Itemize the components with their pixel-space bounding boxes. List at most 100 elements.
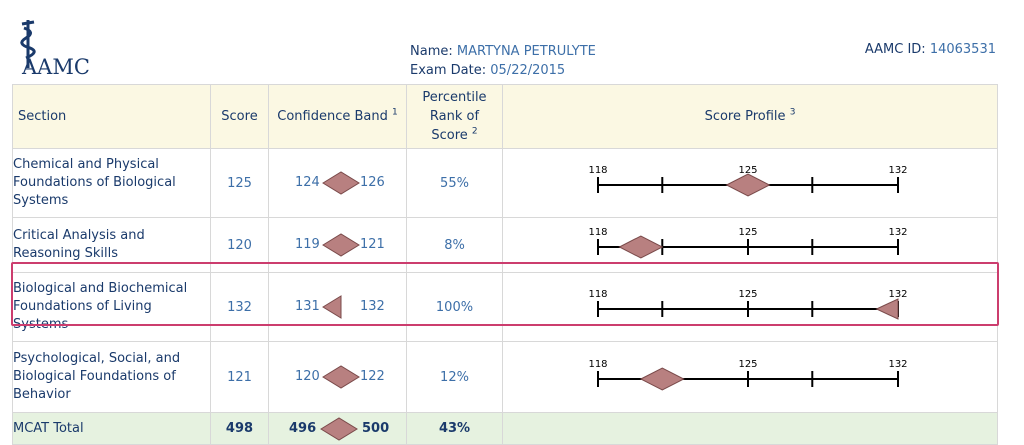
profile-tick-label: 118 bbox=[588, 359, 607, 370]
score-profile-chart: 118 125 132 bbox=[588, 289, 908, 320]
col-confidence-band: Confidence Band 1 bbox=[268, 84, 407, 149]
total-profile-empty bbox=[502, 412, 998, 445]
score-profile: 118 125 132 bbox=[502, 341, 998, 413]
section-line: Psychological, Social, and bbox=[13, 351, 181, 366]
section-name: Critical Analysis and Reasoning Skills bbox=[12, 217, 211, 273]
col-percentile-label: Score bbox=[431, 128, 468, 143]
profile-tick-label: 125 bbox=[738, 227, 757, 238]
band-high: 132 bbox=[360, 299, 385, 314]
percentile-rank: 55% bbox=[406, 148, 503, 218]
score-profile: 118 125 132 bbox=[502, 148, 998, 218]
profile-footnote: 3 bbox=[789, 107, 796, 118]
confidence-band: 120 122 bbox=[268, 341, 407, 413]
col-score-profile: Score Profile 3 bbox=[502, 84, 998, 149]
confidence-band: 131 132 bbox=[268, 272, 407, 342]
aamc-id-label: AAMC ID: bbox=[864, 42, 926, 57]
profile-tick-label: 132 bbox=[888, 227, 907, 238]
table-row: Critical Analysis and Reasoning Skills 1… bbox=[12, 217, 998, 273]
col-score: Score bbox=[210, 84, 269, 149]
score-profile: 118 125 132 bbox=[502, 217, 998, 273]
aamc-id: AAMC ID: 14063531 bbox=[865, 42, 996, 57]
report-header: AAMC Name: MARTYNA PETRULYTE Exam Date: … bbox=[0, 0, 1024, 84]
section-score: 125 bbox=[210, 148, 269, 218]
band-high: 122 bbox=[360, 369, 385, 384]
total-score: 498 bbox=[210, 412, 269, 445]
table-row: Psychological, Social, and Biological Fo… bbox=[12, 341, 998, 413]
band-low: 120 bbox=[295, 369, 320, 384]
total-band-low: 496 bbox=[289, 420, 317, 436]
confidence-band: 119 121 bbox=[268, 217, 407, 273]
col-percentile-line2: Rank of bbox=[429, 109, 480, 124]
band-diamond-icon bbox=[320, 416, 358, 441]
section-line: Chemical and Physical bbox=[13, 157, 159, 172]
section-score: 120 bbox=[210, 217, 269, 273]
section-line: Behavior bbox=[13, 387, 71, 402]
band-low: 124 bbox=[295, 175, 320, 190]
score-profile-chart: 118 125 132 bbox=[588, 227, 908, 259]
section-line: Critical Analysis and bbox=[13, 228, 145, 243]
section-name: Psychological, Social, and Biological Fo… bbox=[12, 341, 211, 413]
col-section: Section bbox=[12, 84, 211, 149]
col-band-label: Confidence Band bbox=[277, 109, 388, 124]
band-diamond-icon bbox=[322, 365, 360, 389]
score-table: Section Score Confidence Band 1 Percenti… bbox=[12, 84, 998, 445]
exam-date-value: 05/22/2015 bbox=[490, 63, 566, 78]
exam-date-label: Exam Date: bbox=[410, 63, 487, 78]
aamc-id-value: 14063531 bbox=[929, 42, 996, 57]
name-label: Name: bbox=[410, 44, 453, 59]
band-footnote: 1 bbox=[392, 107, 398, 118]
table-header-row: Section Score Confidence Band 1 Percenti… bbox=[12, 84, 998, 149]
col-percentile-line3: Score 2 bbox=[407, 126, 502, 145]
profile-score-marker bbox=[618, 235, 664, 259]
total-row: MCAT Total 498 496 500 43% bbox=[12, 412, 998, 445]
profile-score-marker bbox=[875, 298, 899, 320]
score-profile-chart: 118 125 132 bbox=[588, 359, 908, 391]
section-score: 132 bbox=[210, 272, 269, 342]
profile-tick-label: 132 bbox=[888, 165, 907, 176]
table-row: Biological and Biochemical Foundations o… bbox=[12, 272, 998, 342]
percentile-rank: 8% bbox=[406, 217, 503, 273]
total-percentile: 43% bbox=[406, 412, 503, 445]
logo-text: AAMC bbox=[22, 55, 90, 79]
table-row: Chemical and Physical Foundations of Bio… bbox=[12, 148, 998, 218]
profile-tick-label: 132 bbox=[888, 359, 907, 370]
section-line: Biological Foundations of bbox=[13, 369, 176, 384]
section-line: Systems bbox=[13, 317, 69, 332]
band-half-diamond-icon bbox=[322, 295, 342, 319]
section-line: Foundations of Living bbox=[13, 299, 152, 314]
percentile-rank: 100% bbox=[406, 272, 503, 342]
candidate-info: Name: MARTYNA PETRULYTE Exam Date: 05/22… bbox=[410, 42, 596, 80]
section-score: 121 bbox=[210, 341, 269, 413]
section-name: Chemical and Physical Foundations of Bio… bbox=[12, 148, 211, 218]
section-line: Reasoning Skills bbox=[13, 246, 119, 261]
band-diamond-icon bbox=[322, 233, 360, 257]
section-line: Biological and Biochemical bbox=[13, 281, 188, 296]
profile-score-marker bbox=[725, 173, 771, 197]
total-label: MCAT Total bbox=[12, 412, 211, 445]
score-profile: 118 125 132 bbox=[502, 272, 998, 342]
col-percentile-line1: Percentile bbox=[422, 90, 487, 105]
profile-tick-label: 125 bbox=[738, 359, 757, 370]
name-value: MARTYNA PETRULYTE bbox=[456, 44, 596, 59]
caduceus-logo-icon bbox=[20, 20, 36, 68]
band-low: 131 bbox=[295, 299, 320, 314]
band-diamond-icon bbox=[322, 171, 360, 195]
total-band-high: 500 bbox=[362, 420, 390, 436]
section-line: Systems bbox=[13, 193, 69, 208]
profile-tick-label: 118 bbox=[588, 227, 607, 238]
profile-tick-label: 132 bbox=[888, 289, 907, 300]
col-profile-label: Score Profile bbox=[704, 109, 786, 124]
percentile-rank: 12% bbox=[406, 341, 503, 413]
total-confidence-band: 496 500 bbox=[268, 412, 407, 445]
col-percentile: Percentile Rank of Score 2 bbox=[406, 84, 503, 149]
percentile-footnote: 2 bbox=[471, 126, 478, 137]
profile-tick-label: 118 bbox=[588, 289, 607, 300]
profile-tick-label: 125 bbox=[738, 165, 757, 176]
score-profile-chart: 118 125 132 bbox=[588, 165, 908, 197]
band-low: 119 bbox=[295, 237, 320, 252]
profile-score-marker bbox=[639, 367, 685, 391]
profile-tick-label: 118 bbox=[588, 165, 607, 176]
band-high: 126 bbox=[360, 175, 385, 190]
confidence-band: 124 126 bbox=[268, 148, 407, 218]
section-name: Biological and Biochemical Foundations o… bbox=[12, 272, 211, 342]
